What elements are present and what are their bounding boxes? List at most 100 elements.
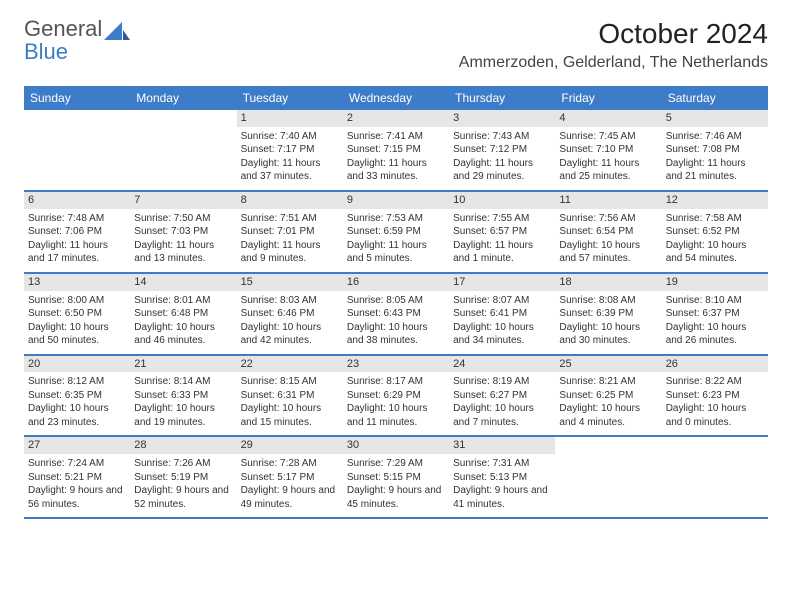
sunset-text: Sunset: 5:21 PM [28,471,126,485]
daylight-text: Daylight: 11 hours and 21 minutes. [666,157,764,184]
daylight-text: Daylight: 9 hours and 56 minutes. [28,484,126,511]
daylight-text: Daylight: 9 hours and 41 minutes. [453,484,551,511]
calendar-cell: 30Sunrise: 7:29 AMSunset: 5:15 PMDayligh… [343,437,449,517]
sunrise-text: Sunrise: 8:12 AM [28,375,126,389]
calendar-cell: 13Sunrise: 8:00 AMSunset: 6:50 PMDayligh… [24,274,130,354]
calendar-cell: 12Sunrise: 7:58 AMSunset: 6:52 PMDayligh… [662,192,768,272]
daylight-text: Daylight: 10 hours and 23 minutes. [28,402,126,429]
daylight-text: Daylight: 9 hours and 45 minutes. [347,484,445,511]
calendar-cell: 1Sunrise: 7:40 AMSunset: 7:17 PMDaylight… [237,110,343,190]
calendar-cell: 27Sunrise: 7:24 AMSunset: 5:21 PMDayligh… [24,437,130,517]
sunrise-text: Sunrise: 8:17 AM [347,375,445,389]
day-number: 24 [449,356,555,373]
sunset-text: Sunset: 6:54 PM [559,225,657,239]
sunrise-text: Sunrise: 8:03 AM [241,294,339,308]
sunset-text: Sunset: 6:48 PM [134,307,232,321]
daylight-text: Daylight: 9 hours and 52 minutes. [134,484,232,511]
calendar-cell: 20Sunrise: 8:12 AMSunset: 6:35 PMDayligh… [24,356,130,436]
daylight-text: Daylight: 9 hours and 49 minutes. [241,484,339,511]
calendar-cell [24,110,130,190]
day-number: 21 [130,356,236,373]
daylight-text: Daylight: 10 hours and 50 minutes. [28,321,126,348]
day-number: 23 [343,356,449,373]
sunset-text: Sunset: 5:13 PM [453,471,551,485]
sunset-text: Sunset: 6:52 PM [666,225,764,239]
daylight-text: Daylight: 11 hours and 5 minutes. [347,239,445,266]
daylight-text: Daylight: 10 hours and 15 minutes. [241,402,339,429]
daylight-text: Daylight: 10 hours and 19 minutes. [134,402,232,429]
week-row: 6Sunrise: 7:48 AMSunset: 7:06 PMDaylight… [24,192,768,274]
calendar-cell: 23Sunrise: 8:17 AMSunset: 6:29 PMDayligh… [343,356,449,436]
sunset-text: Sunset: 6:43 PM [347,307,445,321]
week-row: 13Sunrise: 8:00 AMSunset: 6:50 PMDayligh… [24,274,768,356]
sunrise-text: Sunrise: 8:00 AM [28,294,126,308]
sunrise-text: Sunrise: 8:15 AM [241,375,339,389]
calendar-cell: 26Sunrise: 8:22 AMSunset: 6:23 PMDayligh… [662,356,768,436]
day-number: 26 [662,356,768,373]
daylight-text: Daylight: 11 hours and 17 minutes. [28,239,126,266]
calendar-cell: 16Sunrise: 8:05 AMSunset: 6:43 PMDayligh… [343,274,449,354]
sunrise-text: Sunrise: 7:26 AM [134,457,232,471]
daylight-text: Daylight: 10 hours and 34 minutes. [453,321,551,348]
sunset-text: Sunset: 7:12 PM [453,143,551,157]
sunset-text: Sunset: 6:50 PM [28,307,126,321]
sunrise-text: Sunrise: 7:53 AM [347,212,445,226]
sunrise-text: Sunrise: 7:46 AM [666,130,764,144]
sunset-text: Sunset: 7:15 PM [347,143,445,157]
day-number: 7 [130,192,236,209]
day-number: 6 [24,192,130,209]
daylight-text: Daylight: 10 hours and 46 minutes. [134,321,232,348]
sunrise-text: Sunrise: 7:28 AM [241,457,339,471]
calendar-cell: 5Sunrise: 7:46 AMSunset: 7:08 PMDaylight… [662,110,768,190]
sunset-text: Sunset: 7:06 PM [28,225,126,239]
calendar-cell: 11Sunrise: 7:56 AMSunset: 6:54 PMDayligh… [555,192,661,272]
sunset-text: Sunset: 7:10 PM [559,143,657,157]
calendar-cell: 6 Sunrise: 7:48 AMSunset: 7:06 PMDaylight… [24,192,130,272]
daylight-text: Daylight: 10 hours and 38 minutes. [347,321,445,348]
daylight-text: Daylight: 10 hours and 11 minutes. [347,402,445,429]
calendar-cell: 21Sunrise: 8:14 AMSunset: 6:33 PMDayligh… [130,356,236,436]
calendar-cell: 18Sunrise: 8:08 AMSunset: 6:39 PMDayligh… [555,274,661,354]
day-header: Saturday [662,86,768,110]
sunrise-text: Sunrise: 7:56 AM [559,212,657,226]
sunset-text: Sunset: 5:15 PM [347,471,445,485]
day-headers-row: Sunday Monday Tuesday Wednesday Thursday… [24,86,768,110]
day-number: 15 [237,274,343,291]
sunrise-text: Sunrise: 7:51 AM [241,212,339,226]
day-number: 31 [449,437,555,454]
sail-icon [104,20,130,49]
sunrise-text: Sunrise: 8:19 AM [453,375,551,389]
calendar-cell: 7Sunrise: 7:50 AMSunset: 7:03 PMDaylight… [130,192,236,272]
daylight-text: Daylight: 11 hours and 13 minutes. [134,239,232,266]
calendar-cell: 3Sunrise: 7:43 AMSunset: 7:12 PMDaylight… [449,110,555,190]
day-number: 1 [237,110,343,127]
calendar-cell [662,437,768,517]
week-row: 20Sunrise: 8:12 AMSunset: 6:35 PMDayligh… [24,356,768,438]
calendar-cell: 19Sunrise: 8:10 AMSunset: 6:37 PMDayligh… [662,274,768,354]
month-title: October 2024 [459,18,768,50]
calendar-cell [555,437,661,517]
day-number: 9 [343,192,449,209]
header: General Blue October 2024 Ammerzoden, Ge… [24,18,768,72]
day-number: 11 [555,192,661,209]
day-header: Thursday [449,86,555,110]
sunrise-text: Sunrise: 8:10 AM [666,294,764,308]
sunrise-text: Sunrise: 8:22 AM [666,375,764,389]
sunrise-text: Sunrise: 7:48 AM [28,212,126,226]
sunrise-text: Sunrise: 7:24 AM [28,457,126,471]
calendar-cell: 4Sunrise: 7:45 AMSunset: 7:10 PMDaylight… [555,110,661,190]
sunset-text: Sunset: 6:57 PM [453,225,551,239]
sunrise-text: Sunrise: 8:08 AM [559,294,657,308]
sunrise-text: Sunrise: 8:05 AM [347,294,445,308]
daylight-text: Daylight: 11 hours and 37 minutes. [241,157,339,184]
sunrise-text: Sunrise: 8:21 AM [559,375,657,389]
daylight-text: Daylight: 10 hours and 26 minutes. [666,321,764,348]
sunrise-text: Sunrise: 7:43 AM [453,130,551,144]
calendar-cell: 2Sunrise: 7:41 AMSunset: 7:15 PMDaylight… [343,110,449,190]
sunset-text: Sunset: 6:25 PM [559,389,657,403]
sunset-text: Sunset: 7:17 PM [241,143,339,157]
day-number: 25 [555,356,661,373]
daylight-text: Daylight: 10 hours and 7 minutes. [453,402,551,429]
calendar-cell [130,110,236,190]
calendar: Sunday Monday Tuesday Wednesday Thursday… [24,86,768,519]
